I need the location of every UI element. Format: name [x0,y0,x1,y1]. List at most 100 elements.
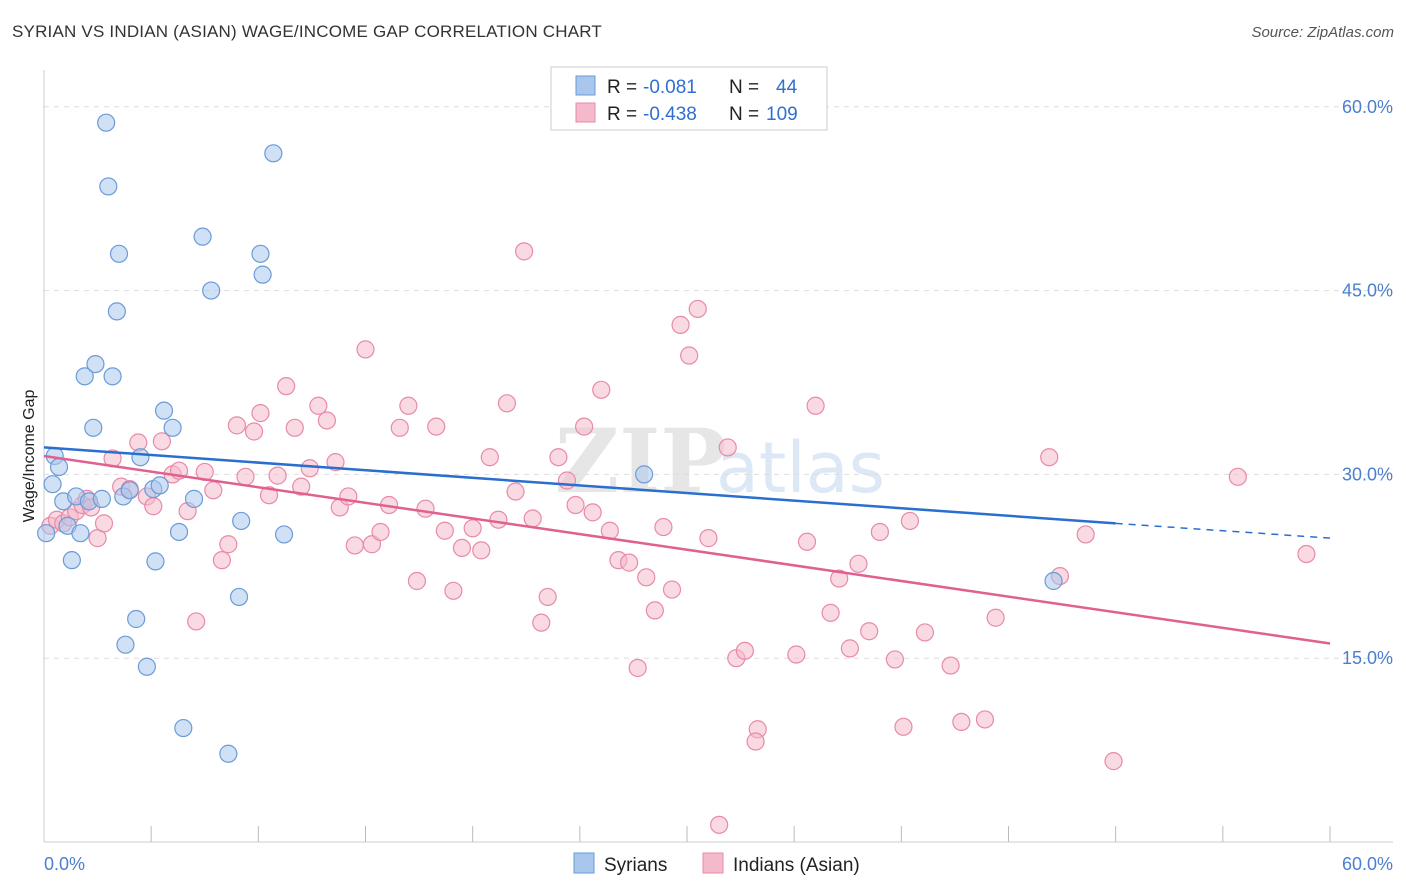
indians-point-9 [94,514,114,533]
indians-point-77 [671,315,690,334]
indians-legend-swatch [575,102,596,123]
syrians-point-40 [264,144,283,163]
syrians-point-9 [75,367,94,386]
indians-point-89 [806,396,825,415]
syrians-point-42 [635,465,654,484]
indians-point-16 [152,432,171,451]
indians-r-value: -0.438 [643,104,697,125]
trend-lines [43,446,1331,645]
indians-point-93 [849,554,868,573]
indians-point-65 [566,495,585,515]
indians-point-61 [532,613,551,632]
indians-point-101 [952,712,971,732]
indians-point-97 [894,717,913,736]
syrians-point-22 [127,609,146,629]
indians-point-57 [497,394,517,413]
indians-point-106 [1076,525,1095,544]
syrians-point-24 [137,657,156,676]
indians-point-98 [900,511,920,531]
indians-point-24 [219,535,238,554]
indians-point-96 [885,650,905,669]
indians-point-73 [637,568,656,587]
syrians-point-36 [229,587,249,607]
indians-trend-line [43,454,1331,645]
indians-point-95 [870,522,890,542]
indians-point-107 [1104,752,1123,771]
indians-point-55 [480,448,499,467]
syrians-point-15 [99,177,118,196]
indians-point-92 [840,639,859,658]
chart-source: Source: ZipAtlas.com [1251,24,1394,41]
indians-point-88 [797,532,817,551]
indians-point-75 [654,517,673,537]
syrians-point-1 [43,475,62,494]
x-axis-ticks [150,826,1331,842]
indians-point-59 [515,242,534,261]
y-axis-tick-labels: 15.0% 30.0% 45.0% 60.0% [1342,97,1393,668]
indians-point-34 [300,459,319,478]
indians-point-68 [592,380,611,399]
indians-point-43 [371,522,390,542]
indians-point-35 [309,396,328,415]
indians-n-label: N = [729,104,759,125]
indians-point-104 [1040,448,1059,467]
syrians-point-0 [37,524,56,543]
syrians-point-33 [193,227,212,246]
syrians-point-39 [253,265,272,284]
indians-point-53 [463,519,482,538]
syrians-point-38 [251,244,270,263]
syrians-series-points [37,113,1063,763]
syrians-point-12 [86,354,105,374]
indians-point-81 [710,815,729,834]
syrians-point-18 [109,244,129,263]
indians-point-52 [452,538,472,558]
syrians-bottom-label: Syrians [604,855,667,876]
indians-point-47 [407,571,427,591]
indians-point-49 [427,417,446,436]
indians-point-102 [975,710,995,729]
indians-point-56 [489,510,508,529]
indians-point-23 [212,551,231,570]
syrians-point-43 [1044,571,1063,591]
indians-point-36 [317,411,337,430]
indians-point-48 [416,499,435,518]
indians-point-51 [444,581,463,600]
indians-point-86 [746,732,765,751]
syrians-point-37 [232,511,251,531]
syrians-n-label: N = [729,77,759,98]
syrians-point-11 [84,418,103,437]
stats-legend: R = -0.081 N = 44 R = -0.438 N = 109 [550,66,828,131]
syrians-point-21 [120,481,139,500]
y-tick-label-2: 45.0% [1342,281,1393,301]
indians-point-76 [662,580,682,599]
syrians-point-13 [92,489,111,508]
x-tick-label-right: 60.0% [1342,854,1393,874]
indians-point-82 [718,438,737,457]
syrians-point-31 [174,718,193,738]
syrians-point-32 [184,489,204,508]
indians-point-108 [1228,467,1247,486]
indians-point-26 [236,467,255,486]
syrians-bottom-swatch [573,852,595,874]
syrians-point-41 [274,525,294,544]
chart-title: SYRIAN VS INDIAN (ASIAN) WAGE/INCOME GAP… [12,22,602,41]
syrians-point-16 [103,367,122,386]
syrians-point-29 [163,418,182,437]
stats-legend-box [550,66,828,131]
indians-point-45 [390,418,409,437]
gridlines [44,106,1393,659]
indians-point-90 [821,603,840,622]
indians-bottom-swatch [702,852,724,874]
syrians-n-value: 44 [776,77,798,98]
indians-point-20 [187,612,206,631]
indians-point-41 [356,340,375,359]
indians-point-87 [787,645,806,664]
syrians-point-17 [107,302,126,321]
indians-point-15 [144,497,163,516]
indians-point-60 [523,509,542,528]
indians-point-31 [277,377,296,396]
indians-point-72 [628,658,647,678]
syrians-point-30 [169,522,189,542]
indians-point-54 [472,541,491,560]
